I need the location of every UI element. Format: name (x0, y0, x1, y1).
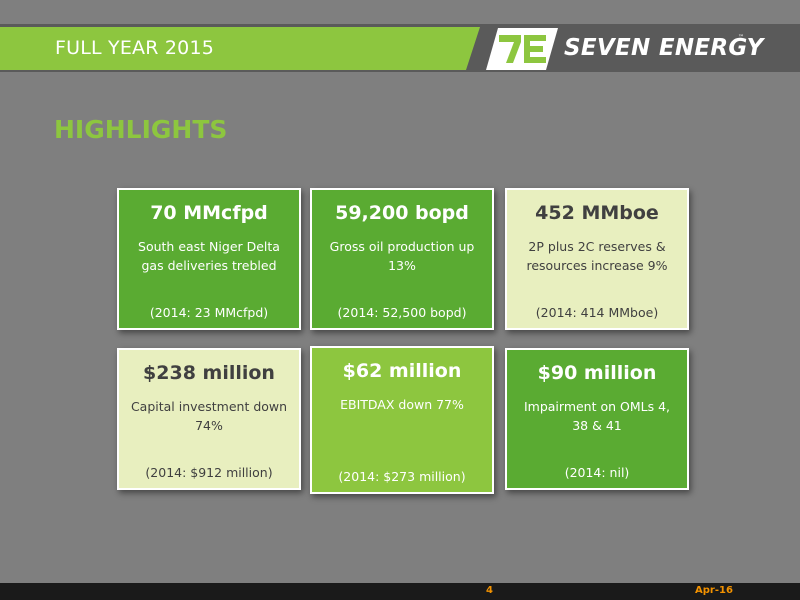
highlight-card-impairment: $90 million Impairment on OMLs 4, 38 & 4… (505, 348, 689, 490)
card-title: 59,200 bopd (335, 202, 469, 224)
card-comparison: (2014: nil) (564, 465, 630, 480)
highlight-card-ebitdax: $62 million EBITDAX down 77% (2014: $273… (310, 346, 494, 494)
card-comparison: (2014: 52,500 bopd) (337, 305, 467, 320)
card-description: Gross oil production up 13% (329, 239, 475, 273)
card-description: 2P plus 2C reserves & resources increase… (526, 239, 668, 273)
page-number: 4 (486, 585, 493, 596)
card-description: Capital investment down 74% (130, 399, 288, 433)
highlight-card-gas: 70 MMcfpd South east Niger Delta gas del… (117, 188, 301, 330)
highlight-card-reserves: 452 MMboe 2P plus 2C reserves & resource… (505, 188, 689, 330)
card-description: South east Niger Delta gas deliveries tr… (138, 239, 280, 273)
card-title: $238 million (143, 362, 275, 384)
trademark-symbol: ™ (738, 34, 744, 41)
seven-energy-logo-icon (486, 28, 558, 70)
card-description: Impairment on OMLs 4, 38 & 41 (523, 399, 671, 433)
card-title: $62 million (342, 360, 462, 382)
card-comparison: (2014: 23 MMcfpd) (149, 305, 269, 320)
card-title: 70 MMcfpd (150, 202, 268, 224)
card-comparison: (2014: 414 MMboe) (535, 305, 659, 320)
slide-date: Apr-16 (695, 585, 733, 596)
card-description: EBITDAX down 77% (340, 397, 464, 412)
highlight-card-capex: $238 million Capital investment down 74%… (117, 348, 301, 490)
footer-bar (0, 583, 800, 600)
header-title-band (0, 27, 480, 70)
seven-energy-logo: SEVEN ENERGY ™ (486, 28, 763, 70)
card-comparison: (2014: $273 million) (338, 469, 466, 484)
card-title: 452 MMboe (535, 202, 659, 224)
page-title: FULL YEAR 2015 (55, 37, 215, 59)
logo-wordmark: SEVEN ENERGY (564, 35, 764, 61)
section-heading: HIGHLIGHTS (54, 115, 228, 144)
highlight-card-oil: 59,200 bopd Gross oil production up 13% … (310, 188, 494, 330)
card-title: $90 million (537, 362, 657, 384)
card-comparison: (2014: $912 million) (145, 465, 273, 480)
